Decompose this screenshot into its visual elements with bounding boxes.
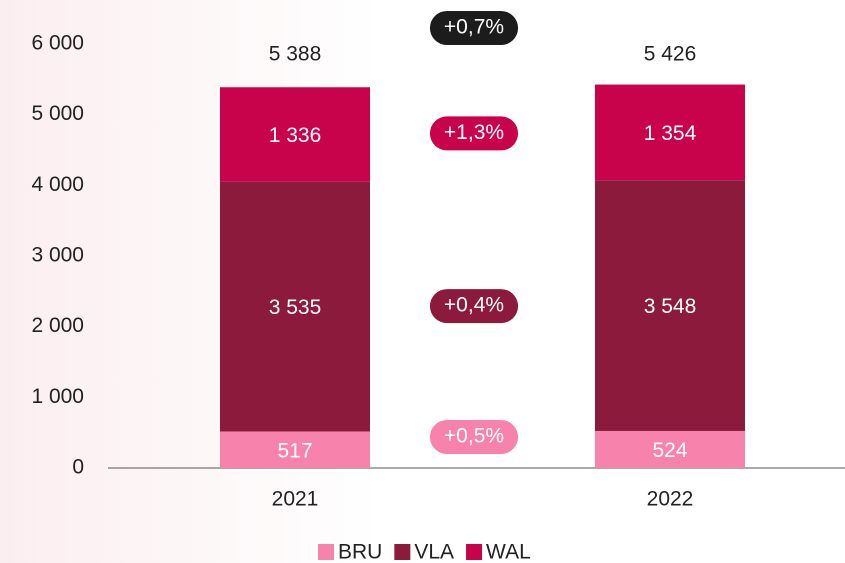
legend-label: BRU (338, 541, 382, 563)
change-pill (429, 289, 519, 324)
change-pill (429, 11, 519, 45)
legend-swatch (318, 544, 334, 560)
change-pill (429, 420, 519, 454)
change-pill (429, 116, 519, 151)
value-label: 1 354 (644, 122, 697, 145)
change-label: +0,5% (444, 425, 504, 448)
value-label: 1 336 (269, 124, 322, 147)
value-label: 517 (277, 439, 312, 462)
y-tick-label: 4 000 (31, 173, 84, 196)
x-tick-label: 2022 (647, 488, 694, 511)
legend-label: WAL (486, 541, 531, 563)
bar-segment (595, 430, 745, 468)
y-tick-label: 0 (72, 456, 84, 479)
y-tick-label: 2 000 (31, 314, 84, 337)
value-label: 524 (652, 439, 687, 462)
y-tick-label: 3 000 (31, 244, 84, 267)
change-label: +1,3% (444, 121, 504, 144)
x-tick-label: 2021 (272, 488, 319, 511)
legend-swatch (394, 544, 411, 560)
value-label: 3 548 (644, 295, 697, 318)
total-label: 5 388 (269, 43, 322, 66)
legend-label: VLA (414, 541, 454, 563)
y-tick-label: 6 000 (31, 32, 84, 55)
y-tick-label: 5 000 (31, 102, 84, 125)
legend-swatch (466, 544, 483, 560)
change-label: +0,4% (444, 294, 504, 317)
bar-segment (595, 180, 745, 431)
bar-segment (220, 431, 370, 468)
bar-segment (220, 181, 370, 432)
value-label: 3 535 (269, 296, 322, 319)
change-label: +0,7% (444, 16, 504, 39)
bar-segment (595, 84, 745, 181)
bar-segment (220, 87, 370, 182)
total-label: 5 426 (644, 43, 697, 66)
y-tick-label: 1 000 (31, 385, 84, 408)
